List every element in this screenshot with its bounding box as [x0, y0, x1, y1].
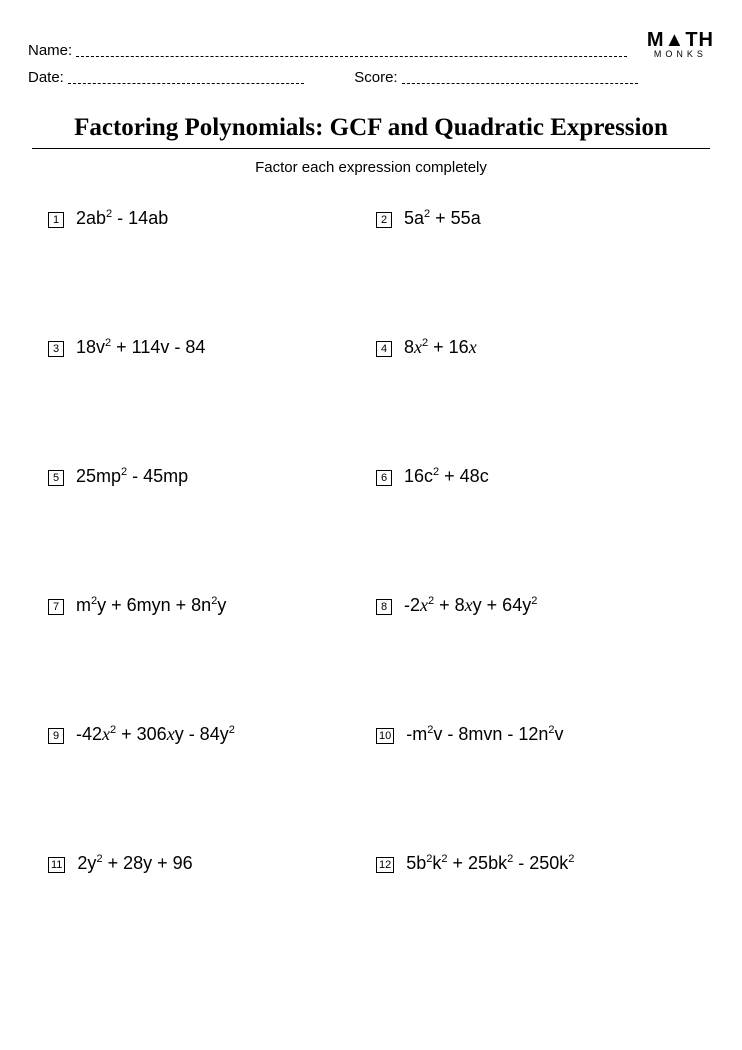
problem-expression: -42x2 + 306xy - 84y2 [76, 724, 235, 745]
page-subtitle: Factor each expression completely [28, 159, 714, 176]
score-label: Score: [354, 69, 397, 86]
problem-expression: 2y2 + 28y + 96 [77, 853, 192, 874]
problem-3: 3 18v2 + 114v - 84 [48, 337, 366, 358]
page-title: Factoring Polynomials: GCF and Quadratic… [32, 114, 710, 149]
problem-1: 1 2ab2 - 14ab [48, 208, 366, 229]
problem-expression: -2x2 + 8xy + 64y2 [404, 595, 537, 616]
problem-number: 3 [48, 341, 64, 357]
problem-number: 1 [48, 212, 64, 228]
problem-12: 12 5b2k2 + 25bk2 - 250k2 [376, 853, 694, 874]
problem-2: 2 5a2 + 55a [376, 208, 694, 229]
problem-7: 7 m2y + 6myn + 8n2y [48, 595, 366, 616]
problem-9: 9 -42x2 + 306xy - 84y2 [48, 724, 366, 745]
problem-expression: m2y + 6myn + 8n2y [76, 595, 226, 616]
problem-expression: -m2v - 8mvn - 12n2v [406, 724, 563, 745]
score-line[interactable] [402, 83, 638, 84]
problem-number: 7 [48, 599, 64, 615]
header-name-row: Name: M▲TH MONKS [28, 30, 714, 59]
problem-expression: 18v2 + 114v - 84 [76, 337, 205, 358]
problem-5: 5 25mp2 - 45mp [48, 466, 366, 487]
problem-11: 11 2y2 + 28y + 96 [48, 853, 366, 874]
problem-6: 6 16c2 + 48c [376, 466, 694, 487]
problem-expression: 25mp2 - 45mp [76, 466, 188, 487]
header-date-score-row: Date: Score: [28, 69, 714, 86]
problems-grid: 1 2ab2 - 14ab 2 5a2 + 55a 3 18v2 + 114v - 84 4… [28, 208, 714, 874]
problem-expression: 5b2k2 + 25bk2 - 250k2 [406, 853, 574, 874]
name-line[interactable] [76, 56, 627, 57]
problem-number: 2 [376, 212, 392, 228]
problem-number: 8 [376, 599, 392, 615]
problem-number: 6 [376, 470, 392, 486]
problem-number: 9 [48, 728, 64, 744]
problem-number: 4 [376, 341, 392, 357]
problem-8: 8 -2x2 + 8xy + 64y2 [376, 595, 694, 616]
problem-number: 10 [376, 728, 394, 744]
date-line[interactable] [68, 83, 304, 84]
problem-number: 11 [48, 857, 65, 873]
logo-bottom: MONKS [647, 50, 714, 59]
problem-number: 12 [376, 857, 394, 873]
problem-10: 10 -m2v - 8mvn - 12n2v [376, 724, 694, 745]
problem-number: 5 [48, 470, 64, 486]
date-label: Date: [28, 69, 64, 86]
logo-top: M▲TH [647, 30, 714, 50]
problem-expression: 8x2 + 16x [404, 337, 477, 358]
logo: M▲TH MONKS [647, 30, 714, 59]
problem-expression: 2ab2 - 14ab [76, 208, 168, 229]
name-label: Name: [28, 42, 72, 59]
problem-4: 4 8x2 + 16x [376, 337, 694, 358]
problem-expression: 16c2 + 48c [404, 466, 489, 487]
problem-expression: 5a2 + 55a [404, 208, 481, 229]
